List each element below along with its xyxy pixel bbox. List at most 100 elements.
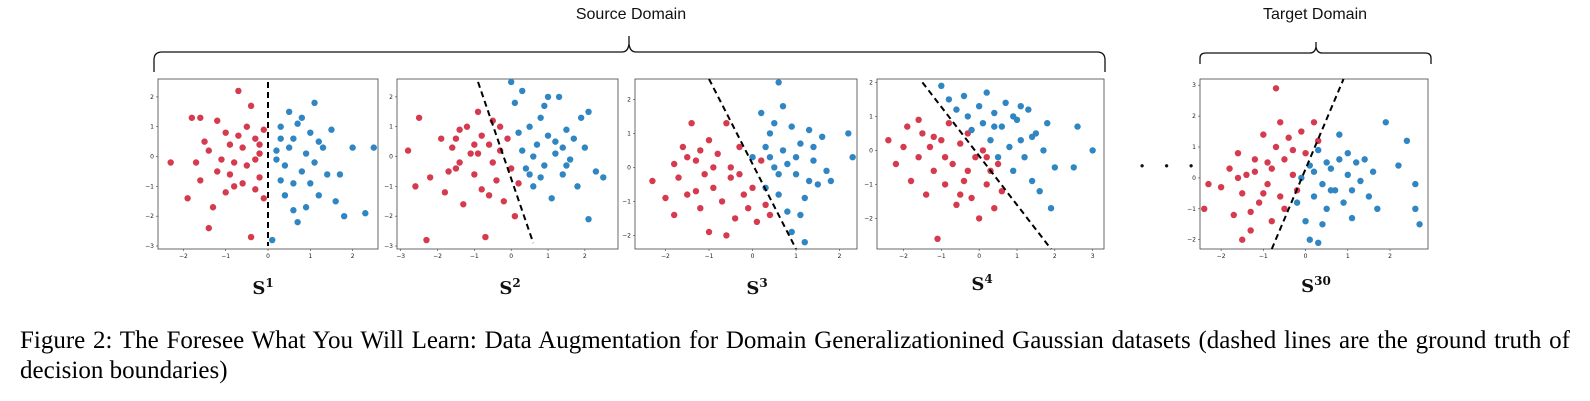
x-tick-label: 3	[1091, 253, 1095, 260]
blue-point	[537, 114, 544, 121]
red-point	[723, 120, 730, 127]
blue-point	[332, 198, 339, 205]
red-point	[753, 218, 761, 225]
blue-point	[810, 143, 817, 151]
x-tick-label: −2	[1217, 253, 1226, 260]
blue-point	[324, 171, 331, 178]
red-point	[230, 183, 238, 190]
red-point	[1243, 171, 1250, 179]
blue-point	[1323, 159, 1330, 166]
red-point	[426, 174, 434, 181]
red-point	[907, 177, 915, 185]
x-tick-label: 0	[977, 253, 981, 260]
red-point	[710, 184, 717, 191]
red-point	[972, 154, 979, 161]
blue-point	[1002, 99, 1009, 106]
red-point	[1264, 180, 1271, 188]
x-tick-label: −2	[899, 253, 908, 260]
blue-point	[1327, 165, 1335, 172]
blue-point	[991, 123, 998, 130]
red-point	[252, 186, 259, 193]
red-point	[900, 143, 907, 151]
red-point	[922, 191, 930, 198]
y-tick-label: −1	[384, 183, 393, 190]
blue-point	[810, 157, 817, 164]
red-point	[1230, 211, 1237, 219]
red-point	[670, 160, 678, 168]
red-point	[243, 123, 251, 130]
red-point	[727, 164, 734, 171]
blue-point	[563, 162, 570, 169]
red-point	[167, 159, 174, 166]
red-point	[197, 114, 204, 121]
red-point	[235, 87, 242, 95]
red-point	[649, 177, 656, 185]
red-point	[226, 171, 234, 178]
blue-point	[1010, 113, 1017, 120]
blue-point	[1310, 168, 1318, 175]
blue-point	[766, 154, 774, 161]
y-tick-label: 0	[1192, 175, 1196, 182]
red-point	[1289, 146, 1297, 154]
blue-point	[530, 183, 537, 190]
blue-point	[1089, 147, 1096, 154]
red-point	[957, 140, 964, 147]
blue-point	[1327, 187, 1335, 194]
source-domain-label: Source Domain	[575, 6, 687, 23]
blue-point	[1365, 193, 1373, 200]
blue-point	[526, 171, 533, 178]
blue-point	[302, 150, 310, 157]
y-tick-label: −1	[622, 198, 631, 205]
blue-point	[544, 132, 552, 139]
red-point	[688, 120, 695, 127]
blue-point	[805, 126, 813, 134]
blue-point	[340, 212, 348, 220]
red-point	[214, 168, 221, 175]
blue-point	[294, 218, 301, 226]
blue-point	[311, 159, 318, 166]
blue-point	[849, 154, 856, 161]
red-point	[979, 147, 987, 154]
y-tick-label: 2	[150, 94, 154, 101]
red-point	[452, 135, 460, 142]
blue-point	[1412, 205, 1419, 213]
red-point	[511, 212, 519, 220]
blue-point	[519, 87, 526, 95]
blue-point	[1315, 146, 1322, 154]
blue-point	[290, 180, 297, 187]
red-point	[1234, 174, 1242, 182]
blue-point	[1353, 159, 1360, 166]
y-tick-label: −1	[1187, 206, 1196, 213]
blue-point	[784, 208, 791, 215]
blue-point	[953, 106, 960, 113]
blue-point	[823, 167, 830, 174]
blue-point	[1070, 164, 1077, 171]
red-point	[1251, 168, 1259, 175]
blue-point	[1382, 119, 1389, 126]
blue-point	[370, 144, 377, 151]
red-point	[731, 215, 739, 222]
red-point	[964, 167, 971, 174]
blue-point	[298, 168, 306, 175]
red-point	[1281, 156, 1288, 163]
blue-point	[574, 183, 581, 190]
red-point	[235, 132, 242, 139]
blue-point	[983, 89, 990, 96]
blue-point	[792, 171, 800, 178]
panel-subtitle-s1: S1	[252, 276, 274, 299]
y-tick-label: 1	[389, 124, 393, 131]
decision-boundary	[708, 78, 797, 250]
red-point	[1239, 236, 1246, 243]
red-point	[692, 188, 700, 195]
blue-point	[541, 102, 548, 110]
red-point	[197, 177, 204, 184]
red-point	[762, 201, 769, 208]
blue-point	[552, 150, 559, 157]
red-point	[749, 184, 756, 191]
red-point	[404, 147, 412, 154]
red-point	[256, 150, 263, 157]
blue-point	[1416, 221, 1423, 228]
red-point	[260, 195, 267, 202]
red-point	[256, 174, 263, 181]
blue-point	[1348, 214, 1356, 222]
